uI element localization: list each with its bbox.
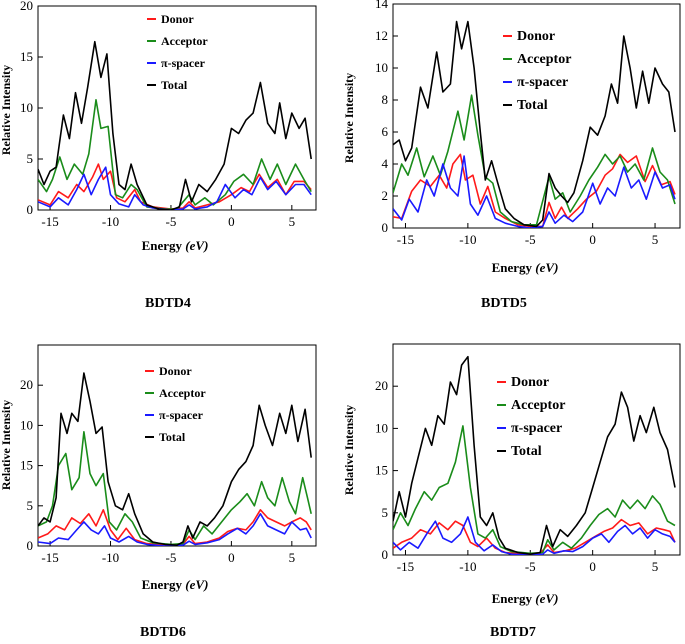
plot-frame <box>392 343 681 556</box>
x-tick-label: -10 <box>459 232 476 247</box>
y-tick-label: 20 <box>20 377 33 392</box>
legend-label: Acceptor <box>161 34 208 48</box>
series-line-acceptor <box>38 431 312 546</box>
chart-svg: -15 -10 -5 0 5 0 5 15 10 20 Donor Acceptor π-spacer T… <box>342 343 681 606</box>
legend-label: Total <box>517 98 548 113</box>
series-line-acceptor <box>393 94 676 226</box>
y-tick-label: 0 <box>27 538 34 553</box>
series-line-spacer <box>393 516 676 555</box>
series-line-spacer <box>38 166 312 210</box>
y-axis-label: Relative Intensity <box>342 73 356 163</box>
chart-bdtd4: -15 -10 -5 0 5 0 5 10 15 20 Donor Acceptor π-spacer T… <box>0 0 330 318</box>
y-tick-label: 10 <box>375 60 388 75</box>
y-tick-label: 0 <box>382 547 389 562</box>
legend-label: Acceptor <box>517 52 571 67</box>
x-tick-label: 0 <box>228 214 235 229</box>
x-tick-label: 0 <box>228 550 235 565</box>
caption-bdtd7: BDTD7 <box>490 625 536 640</box>
legend-label: Donor <box>517 29 555 44</box>
x-axis-label: Energy (eV) <box>142 577 209 592</box>
x-tick-label: 0 <box>589 559 596 574</box>
series-line-donor <box>38 509 312 546</box>
legend-label: Donor <box>161 12 194 26</box>
series-line-spacer <box>38 513 312 546</box>
y-tick-label: 20 <box>20 0 33 13</box>
y-tick-label: 4 <box>382 156 389 171</box>
chart-svg: -15 -10 -5 0 5 0 5 10 15 20 Donor Acceptor π-spacer T… <box>0 0 317 253</box>
x-tick-label: -15 <box>397 232 414 247</box>
y-tick-label: 10 <box>375 420 388 435</box>
y-axis-label: Relative Intensity <box>0 65 13 155</box>
x-axis-label: Energy (eV) <box>492 591 559 606</box>
x-tick-label: 5 <box>289 214 296 229</box>
y-tick-label: 8 <box>382 92 389 107</box>
y-axis-label: Relative Intensity <box>0 400 13 490</box>
legend-label: π-spacer <box>511 421 562 436</box>
legend-label: π-spacer <box>159 408 204 422</box>
caption-bdtd4: BDTD4 <box>145 296 191 311</box>
x-tick-label: -5 <box>525 559 536 574</box>
y-tick-label: 10 <box>20 100 33 115</box>
legend-label: Acceptor <box>511 398 565 413</box>
plot-frame <box>392 3 681 229</box>
x-tick-label: 5 <box>289 550 296 565</box>
chart-bdtd5: -15 -10 -5 0 5 0 2 4 6 8 10 12 14 Donor Acceptor π-spac… <box>340 0 685 318</box>
x-tick-label: -15 <box>397 559 414 574</box>
x-tick-label: 5 <box>652 232 659 247</box>
chart-svg: -15 -10 -5 0 5 0 5 15 10 20 Donor Acceptor π-spacer T… <box>0 344 317 592</box>
y-tick-label: 20 <box>375 378 388 393</box>
caption-bdtd6: BDTD6 <box>140 625 186 640</box>
series-line-spacer <box>393 155 676 228</box>
chart-bdtd7: -15 -10 -5 0 5 0 5 15 10 20 Donor Acceptor π-spacer T… <box>340 335 685 644</box>
legend-label: Donor <box>511 375 549 390</box>
x-axis-label: Energy (eV) <box>142 238 209 253</box>
legend-label: Donor <box>159 364 192 378</box>
y-tick-label: 0 <box>27 202 34 217</box>
y-tick-label: 10 <box>20 417 33 432</box>
x-tick-label: -10 <box>459 559 476 574</box>
y-tick-label: 14 <box>375 0 389 11</box>
x-tick-label: -10 <box>102 550 119 565</box>
chart-svg: -15 -10 -5 0 5 0 2 4 6 8 10 12 14 Donor Acceptor π-spac… <box>342 0 681 275</box>
y-tick-label: 15 <box>375 463 388 478</box>
x-tick-label: 0 <box>589 232 596 247</box>
legend-label: Total <box>511 444 542 459</box>
chart-bdtd6: -15 -10 -5 0 5 0 5 15 10 20 Donor Acceptor π-spacer T… <box>0 335 330 644</box>
x-axis-label: Energy (eV) <box>492 260 559 275</box>
y-tick-label: 5 <box>382 505 389 520</box>
y-tick-label: 6 <box>382 124 389 139</box>
x-tick-label: -10 <box>102 214 119 229</box>
x-tick-label: -15 <box>41 214 58 229</box>
caption-bdtd5: BDTD5 <box>481 296 527 311</box>
series-line-acceptor <box>393 425 676 555</box>
x-tick-label: -5 <box>166 214 177 229</box>
y-axis-label: Relative Intensity <box>342 405 356 495</box>
legend-label: π-spacer <box>161 56 206 70</box>
y-tick-label: 5 <box>27 151 34 166</box>
y-tick-label: 12 <box>375 28 388 43</box>
series-line-total <box>393 20 676 228</box>
legend-label: Acceptor <box>159 386 206 400</box>
y-tick-label: 5 <box>27 498 34 513</box>
x-tick-label: -5 <box>525 232 536 247</box>
x-tick-label: -15 <box>41 550 58 565</box>
y-tick-label: 15 <box>20 458 33 473</box>
y-tick-label: 2 <box>382 188 389 203</box>
x-tick-label: 5 <box>652 559 659 574</box>
series-line-total <box>38 40 312 210</box>
series-line-total <box>38 372 312 546</box>
series-line-total <box>393 355 676 555</box>
y-tick-label: 15 <box>20 49 33 64</box>
legend-label: π-spacer <box>517 75 568 90</box>
legend-label: Total <box>159 430 186 444</box>
x-tick-label: -5 <box>166 550 177 565</box>
legend-label: Total <box>161 78 188 92</box>
y-tick-label: 0 <box>382 220 389 235</box>
